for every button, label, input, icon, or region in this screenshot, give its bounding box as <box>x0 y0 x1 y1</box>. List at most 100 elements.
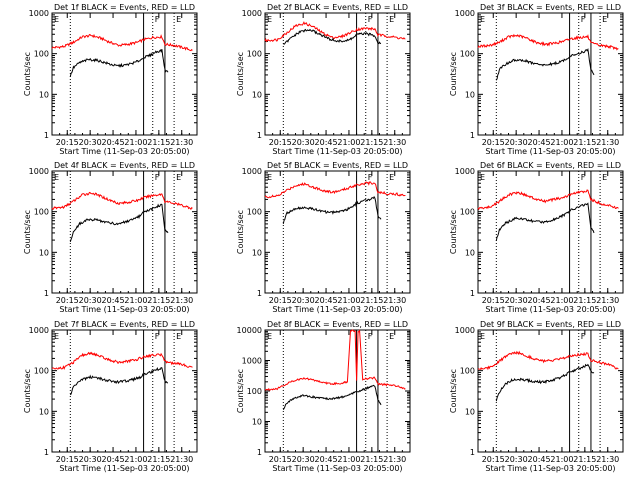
chart-panel-9: Det 9f BLACK = Events, RED = LLD 1 10 100 10… <box>449 320 624 473</box>
marker-label: E <box>389 332 394 341</box>
marker-label: E <box>267 173 272 182</box>
x-tick-label: 20:45 <box>528 455 551 464</box>
chart-panel-8: Det 8f BLACK = Events, RED = LLD 1 10 100 10… <box>236 320 411 473</box>
plot-frame <box>264 12 411 136</box>
x-tick-label: 21:00 <box>550 455 573 464</box>
x-tick-label: 21:15 <box>360 296 383 305</box>
y-tick-label: 1000 <box>29 167 49 176</box>
x-axis-label: Start Time (11-Sep-03 20:05:00) <box>485 147 615 156</box>
y-tick-label: 1000 <box>455 326 475 335</box>
x-tick-label: 21:15 <box>360 138 383 147</box>
y-axis-label: Counts/sec <box>449 210 458 254</box>
x-tick-label: 21:30 <box>170 138 193 147</box>
x-tick-label: 20:30 <box>79 455 102 464</box>
plot-frame <box>51 12 198 136</box>
series-events-line <box>69 366 169 396</box>
y-tick-label: 10 <box>39 248 49 257</box>
x-tick-label: 21:00 <box>550 296 573 305</box>
y-tick-label: 1000 <box>29 9 49 18</box>
x-tick-label: 20:45 <box>102 455 125 464</box>
y-axis-label: Counts/sec <box>236 52 245 96</box>
y-axis-label: Counts/sec <box>236 210 245 254</box>
marker-label: E <box>389 173 394 182</box>
y-tick-label: 100 <box>247 387 262 396</box>
x-tick-label: 20:15 <box>56 455 79 464</box>
x-tick-label: 20:30 <box>505 296 528 305</box>
y-axis-label: Counts/sec <box>23 52 32 96</box>
chart-panel-4: Det 4f BLACK = Events, RED = LLD 1 10 100 10… <box>23 161 198 314</box>
y-tick-label: 10000 <box>237 326 262 335</box>
chart-panel-6: Det 6f BLACK = Events, RED = LLD 1 10 100 10… <box>449 161 624 314</box>
x-tick-label: 20:30 <box>292 296 315 305</box>
x-tick-label: 21:00 <box>337 138 360 147</box>
y-axis-label: Counts/sec <box>236 369 245 413</box>
x-tick-label: 21:00 <box>550 138 573 147</box>
x-tick-label: 20:30 <box>505 138 528 147</box>
y-axis-label: Counts/sec <box>449 369 458 413</box>
series-lld-line <box>51 191 193 211</box>
y-tick-label: 10 <box>465 90 475 99</box>
marker-label: F <box>368 173 373 182</box>
x-tick-label: 21:00 <box>337 296 360 305</box>
y-tick-label: 1000 <box>455 167 475 176</box>
x-tick-label: 21:00 <box>124 296 147 305</box>
y-tick-label: 1 <box>257 448 262 457</box>
x-tick-label: 21:30 <box>383 296 406 305</box>
x-axis-label: Start Time (11-Sep-03 20:05:00) <box>59 464 189 473</box>
marker-label: E <box>176 15 181 24</box>
series-events-line <box>282 195 382 225</box>
y-tick-label: 1 <box>44 289 49 298</box>
chart-title: Det 7f BLACK = Events, RED = LLD <box>54 320 195 329</box>
x-tick-label: 21:15 <box>360 455 383 464</box>
marker-label: E <box>267 15 272 24</box>
y-tick-label: 100 <box>34 50 49 59</box>
x-tick-label: 21:30 <box>596 455 619 464</box>
series-lld-line <box>264 21 406 43</box>
series-events-line <box>495 202 595 241</box>
series-events-line <box>282 384 382 411</box>
x-axis-label: Start Time (11-Sep-03 20:05:00) <box>485 305 615 314</box>
marker-label: E <box>480 332 485 341</box>
chart-panel-5: Det 5f BLACK = Events, RED = LLD 1 10 100 10… <box>236 161 411 314</box>
series-lld-line <box>477 189 619 211</box>
marker-label: F <box>155 173 160 182</box>
chart-title: Det 9f BLACK = Events, RED = LLD <box>480 320 621 329</box>
y-tick-label: 1 <box>44 131 49 140</box>
x-tick-label: 20:45 <box>528 296 551 305</box>
x-tick-label: 21:15 <box>573 455 596 464</box>
x-tick-label: 20:30 <box>79 296 102 305</box>
x-axis-label: Start Time (11-Sep-03 20:05:00) <box>485 464 615 473</box>
x-tick-label: 21:30 <box>383 455 406 464</box>
y-tick-label: 10 <box>252 90 262 99</box>
x-axis-label: Start Time (11-Sep-03 20:05:00) <box>59 147 189 156</box>
x-tick-label: 20:45 <box>315 455 338 464</box>
plot-frame <box>264 329 411 453</box>
x-tick-label: 21:30 <box>596 296 619 305</box>
marker-label: F <box>155 15 160 24</box>
y-tick-label: 1 <box>470 289 475 298</box>
chart-title: Det 3f BLACK = Events, RED = LLD <box>480 3 621 12</box>
plot-frame <box>51 329 198 453</box>
y-axis-label: Counts/sec <box>449 52 458 96</box>
y-tick-label: 1000 <box>242 357 262 366</box>
x-tick-label: 20:15 <box>269 138 292 147</box>
marker-label: E <box>54 173 59 182</box>
series-events-line <box>282 28 382 45</box>
chart-panel-7: Det 7f BLACK = Events, RED = LLD 1 10 100 10… <box>23 320 198 473</box>
plot-frame <box>477 329 624 453</box>
series-events-line <box>69 203 169 243</box>
y-tick-label: 100 <box>460 367 475 376</box>
marker-label: F <box>368 15 373 24</box>
y-tick-label: 1 <box>257 131 262 140</box>
chart-title: Det 8f BLACK = Events, RED = LLD <box>267 320 408 329</box>
y-tick-label: 100 <box>247 208 262 217</box>
x-tick-label: 21:30 <box>170 455 193 464</box>
plot-frame <box>477 170 624 294</box>
marker-label: E <box>602 332 607 341</box>
y-axis-label: Counts/sec <box>23 210 32 254</box>
marker-label: F <box>368 332 373 341</box>
series-lld-line <box>264 181 406 199</box>
series-events-line <box>69 49 169 77</box>
x-tick-label: 21:15 <box>573 296 596 305</box>
